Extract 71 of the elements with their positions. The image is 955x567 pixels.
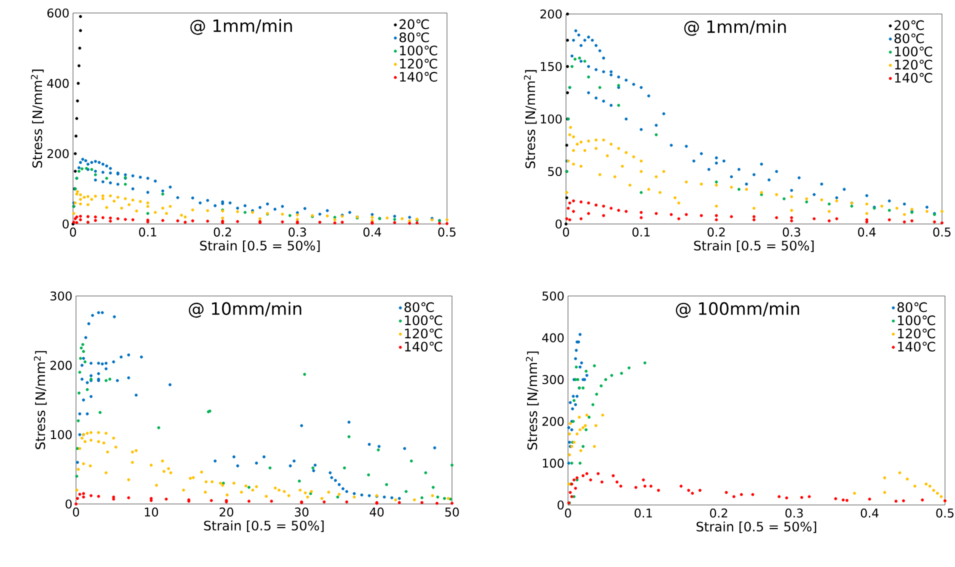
legend-label: 120℃ (898, 328, 936, 338)
x-tick-label: 20 (220, 508, 234, 517)
legend-label: 140℃ (895, 72, 932, 83)
x-axis-title: Strain [0.5 = 50%] (204, 520, 324, 532)
legend-label: 80℃ (404, 302, 434, 312)
x-tick-label: 0.4 (858, 228, 876, 237)
y-tick-label: 100 (50, 430, 72, 440)
x-axis-title: Strain [0.5 = 50%] (694, 240, 814, 252)
y-tick-label: 0 (66, 499, 72, 509)
y-axis-title: Stress [N/mm$^{2}$] (526, 352, 539, 450)
y-tick-label: 0 (556, 219, 562, 229)
x-tick-label: 0.2 (710, 508, 728, 518)
x-tick-label: 40 (370, 508, 384, 517)
y-tick-label: 100 (542, 458, 564, 468)
y-tick-label: 400 (47, 78, 69, 88)
legend-label: 100℃ (400, 46, 438, 56)
y-axis-title: Stress [N/mm$^{2}$] (34, 351, 47, 450)
y-tick-label: 50 (548, 166, 562, 176)
x-tick-label: 0 (72, 508, 80, 517)
x-tick-label: 0.5 (936, 508, 954, 518)
x-tick-label: 0.4 (860, 508, 878, 518)
legend-label: 100℃ (895, 46, 932, 56)
legend-label: 100℃ (898, 315, 936, 326)
x-tick-label: 0.1 (634, 508, 652, 518)
y-tick-label: 500 (542, 291, 564, 301)
y-tick-label: 200 (50, 360, 72, 370)
chart-title: @ 1mm/min (684, 20, 786, 36)
x-tick-label: 10 (144, 508, 158, 517)
legend-label: 120℃ (405, 328, 442, 338)
y-tick-label: 400 (542, 333, 564, 342)
legend-label: 140℃ (405, 342, 442, 352)
legend-label: 100℃ (405, 315, 442, 326)
y-axis-title: Stress [N/mm$^{2}$] (30, 70, 44, 168)
x-tick-label: 0.2 (214, 228, 231, 237)
y-tick-label: 300 (50, 291, 72, 301)
y-axis-title: Stress [N/mm$^{2}$] (524, 70, 537, 168)
x-tick-label: 0.5 (438, 228, 456, 237)
y-tick-label: 300 (542, 375, 564, 384)
y-tick-label: 200 (47, 149, 69, 158)
x-tick-label: 50 (445, 508, 459, 517)
x-axis-title: Strain [0.5 = 50%] (696, 521, 816, 534)
legend-label: 140℃ (898, 342, 936, 352)
legend-label: 80℃ (898, 302, 927, 312)
y-tick-label: 0 (558, 500, 564, 510)
y-tick-label: 200 (542, 416, 564, 426)
y-tick-label: 200 (540, 9, 562, 19)
legend-label: 20℃ (894, 20, 924, 30)
legend-label: 140℃ (400, 72, 438, 82)
x-tick-label: 0.3 (288, 228, 306, 237)
x-axis-title: Strain [0.5 = 50%] (200, 240, 320, 252)
x-tick-label: 0.5 (933, 228, 950, 237)
x-tick-label: 30 (294, 508, 308, 517)
x-tick-label: 0.3 (782, 228, 800, 237)
legend-label: 80℃ (400, 32, 429, 42)
chart-title: @ 1mm/min (190, 18, 292, 35)
x-tick-label: 0.1 (632, 228, 650, 237)
y-tick-label: 600 (47, 8, 69, 18)
x-tick-label: 0.4 (363, 228, 382, 237)
x-tick-label: 0.3 (785, 508, 803, 518)
chart-title: @ 100mm/min (676, 302, 800, 318)
x-tick-label: 0 (564, 508, 572, 518)
y-tick-label: 150 (540, 62, 562, 72)
legend-label: 120℃ (895, 60, 932, 70)
x-tick-label: 0.2 (708, 228, 725, 237)
legend-label: 120℃ (400, 58, 438, 69)
legend-label: 20℃ (400, 19, 429, 30)
y-tick-label: 0 (62, 219, 69, 229)
x-tick-label: 0.1 (139, 228, 156, 237)
legend-label: 80℃ (894, 33, 924, 44)
y-tick-label: 100 (540, 114, 562, 124)
chart-title: @ 10mm/min (188, 302, 302, 318)
